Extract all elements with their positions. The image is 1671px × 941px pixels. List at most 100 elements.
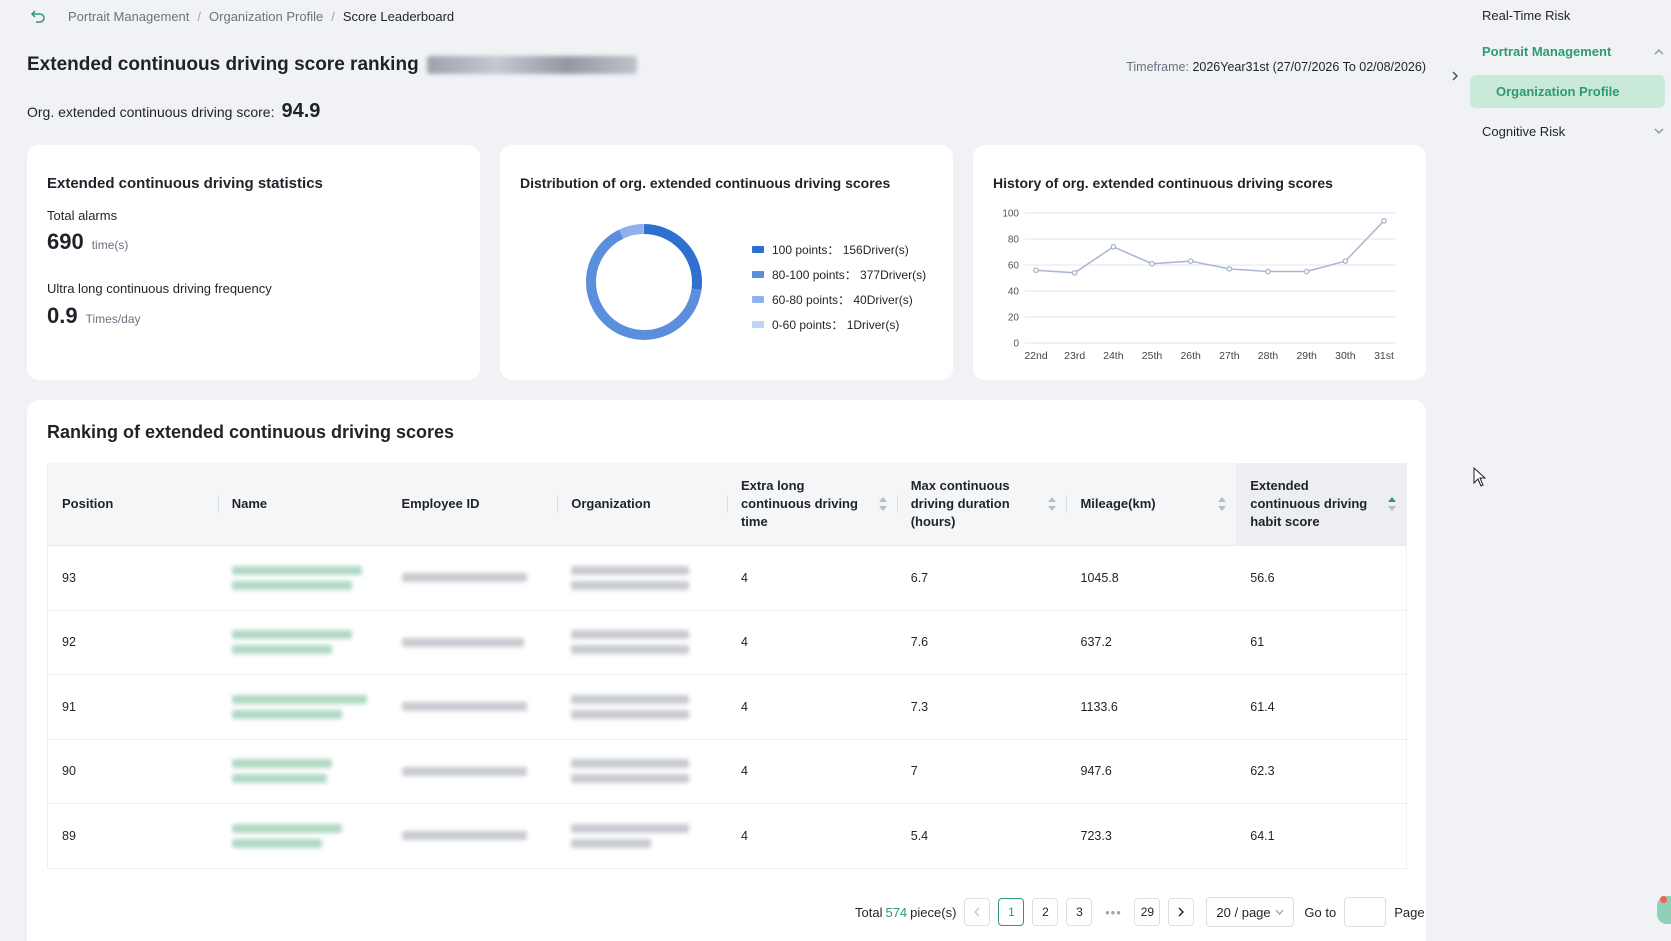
page-button-2[interactable]: 2 bbox=[1032, 898, 1059, 926]
page-ellipsis[interactable]: ••• bbox=[1105, 904, 1122, 920]
chevron-down-icon bbox=[1654, 128, 1664, 134]
total-alarms-unit: time(s) bbox=[91, 238, 129, 252]
page-button-3[interactable]: 3 bbox=[1066, 898, 1093, 926]
cell-mileage: 1045.8 bbox=[1080, 570, 1119, 585]
chevron-up-icon bbox=[1654, 49, 1664, 55]
col-habit-score-label: Extended continuous driving habit score bbox=[1250, 478, 1368, 529]
data-point bbox=[1226, 266, 1233, 272]
cell-name bbox=[218, 675, 388, 739]
sidebar-group-portrait-management[interactable]: Portrait Management bbox=[1482, 44, 1664, 59]
next-page-button[interactable] bbox=[1168, 898, 1195, 926]
sort-icon[interactable] bbox=[1048, 497, 1057, 511]
chevron-down-icon bbox=[1275, 909, 1284, 915]
distribution-legend: 100 points： 156Driver(s) 80-100 points： 3… bbox=[752, 237, 926, 337]
cell-employee-id bbox=[388, 675, 558, 739]
cell-name bbox=[218, 740, 388, 804]
redacted-organization bbox=[571, 630, 690, 655]
data-point bbox=[1071, 269, 1078, 276]
sort-icon[interactable] bbox=[878, 497, 887, 511]
sidebar-item-organization-profile[interactable]: Organization Profile bbox=[1470, 75, 1665, 108]
cell-mileage: 947.6 bbox=[1080, 764, 1112, 779]
redacted-organization bbox=[571, 823, 690, 848]
series-line bbox=[1035, 220, 1385, 274]
ranking-card: Ranking of extended continuous driving s… bbox=[27, 400, 1426, 941]
redacted-name bbox=[231, 694, 367, 719]
redacted-name bbox=[231, 565, 362, 590]
back-arrow-icon[interactable] bbox=[30, 6, 50, 26]
legend-swatch bbox=[752, 246, 764, 253]
cell-position: 89 bbox=[62, 828, 76, 843]
table-row[interactable]: 91 4 7.3 1133.6 61.4 bbox=[48, 675, 1406, 740]
cell-habit-score: 64.1 bbox=[1250, 828, 1275, 843]
org-score: Org. extended continuous driving score: … bbox=[27, 100, 320, 123]
col-position: Position bbox=[62, 496, 114, 511]
breadcrumb-organization-profile[interactable]: Organization Profile bbox=[209, 8, 324, 24]
col-extra-long-time[interactable]: Extra long continuous driving time bbox=[726, 463, 897, 545]
total-alarms-label: Total alarms bbox=[47, 208, 118, 223]
cell-mileage: 637.2 bbox=[1080, 635, 1112, 650]
col-mileage[interactable]: Mileage(km) bbox=[1066, 463, 1236, 545]
cell-extra-long-time: 4 bbox=[741, 828, 748, 843]
page-size-value: 20 / page bbox=[1216, 904, 1271, 920]
redacted-organization bbox=[571, 565, 690, 590]
redacted-organization bbox=[571, 759, 690, 784]
data-point bbox=[1303, 268, 1310, 275]
cell-max-duration: 7 bbox=[910, 764, 918, 779]
legend-item: 100 points： 156Driver(s) bbox=[752, 237, 926, 262]
page-size-select[interactable]: 20 / page bbox=[1206, 897, 1295, 927]
ranking-table: Position Name Employee ID Organization E… bbox=[47, 463, 1407, 869]
breadcrumb-portrait-management[interactable]: Portrait Management bbox=[68, 8, 190, 24]
page-button-last[interactable]: 29 bbox=[1134, 898, 1161, 926]
data-point bbox=[1110, 243, 1117, 250]
data-point bbox=[1265, 268, 1271, 275]
sidebar-group-cognitive-risk[interactable]: Cognitive Risk bbox=[1482, 124, 1664, 139]
table-row[interactable]: 93 4 6.7 1045.8 56.6 bbox=[48, 546, 1406, 611]
y-tick-label: 20 bbox=[1008, 313, 1020, 324]
goto-page-input[interactable] bbox=[1344, 897, 1387, 927]
statistics-card-title: Extended continuous driving statistics bbox=[47, 175, 323, 192]
cell-employee-id bbox=[388, 546, 558, 610]
sidebar-item-realtime-risk[interactable]: Real-Time Risk bbox=[1482, 8, 1571, 23]
x-tick-label: 27th bbox=[1219, 350, 1240, 362]
legend-item: 80-100 points： 377Driver(s) bbox=[752, 262, 926, 287]
page-title: Extended continuous driving score rankin… bbox=[27, 54, 637, 76]
table-row[interactable]: 92 4 7.6 637.2 61 bbox=[48, 611, 1406, 675]
x-tick-label: 29th bbox=[1296, 350, 1317, 362]
col-name: Name bbox=[217, 463, 388, 545]
frequency: 0.9 Times/day bbox=[47, 303, 141, 329]
y-tick-label: 0 bbox=[1013, 339, 1019, 350]
table-row[interactable]: 90 4 7 947.6 62.3 bbox=[48, 740, 1406, 804]
legend-item: 60-80 points： 40Driver(s) bbox=[752, 287, 926, 312]
x-tick-label: 23rd bbox=[1064, 350, 1085, 362]
legend-item: 0-60 points： 1Driver(s) bbox=[752, 312, 926, 337]
data-point bbox=[1149, 260, 1155, 267]
breadcrumb-separator: / bbox=[331, 8, 335, 24]
legend-label: 80-100 points： 377Driver(s) bbox=[772, 268, 927, 282]
cell-name bbox=[218, 611, 388, 675]
cell-position: 92 bbox=[62, 635, 76, 650]
redacted-employee-id bbox=[401, 637, 524, 647]
distribution-card-title: Distribution of org. extended continuous… bbox=[520, 175, 891, 191]
x-tick-label: 24th bbox=[1103, 350, 1124, 362]
sort-ascending-icon[interactable] bbox=[1388, 497, 1396, 511]
cell-organization bbox=[557, 740, 727, 804]
col-max-duration[interactable]: Max continuous driving duration (hours) bbox=[896, 463, 1067, 545]
cell-extra-long-time: 4 bbox=[741, 764, 748, 779]
table-row[interactable]: 89 4 5.4 723.3 64.1 bbox=[48, 804, 1406, 869]
sort-icon[interactable] bbox=[1218, 497, 1227, 511]
cell-habit-score: 61.4 bbox=[1250, 699, 1275, 714]
prev-page-button[interactable] bbox=[964, 898, 991, 926]
sidebar-group-label: Portrait Management bbox=[1482, 44, 1612, 59]
col-habit-score[interactable]: Extended continuous driving habit score bbox=[1236, 463, 1406, 545]
cell-max-duration: 7.3 bbox=[910, 699, 929, 714]
col-employee-id: Employee ID bbox=[401, 496, 480, 511]
chevron-left-icon bbox=[974, 907, 980, 917]
page-label: Page bbox=[1394, 904, 1425, 920]
chevron-right-icon[interactable] bbox=[1450, 70, 1464, 86]
cell-extra-long-time: 4 bbox=[741, 699, 748, 714]
assistant-float-button[interactable] bbox=[1657, 896, 1671, 924]
page-button-1[interactable]: 1 bbox=[998, 898, 1025, 926]
col-mileage-label: Mileage(km) bbox=[1080, 496, 1156, 511]
breadcrumb-separator: / bbox=[197, 8, 202, 24]
frequency-value: 0.9 bbox=[47, 303, 78, 328]
